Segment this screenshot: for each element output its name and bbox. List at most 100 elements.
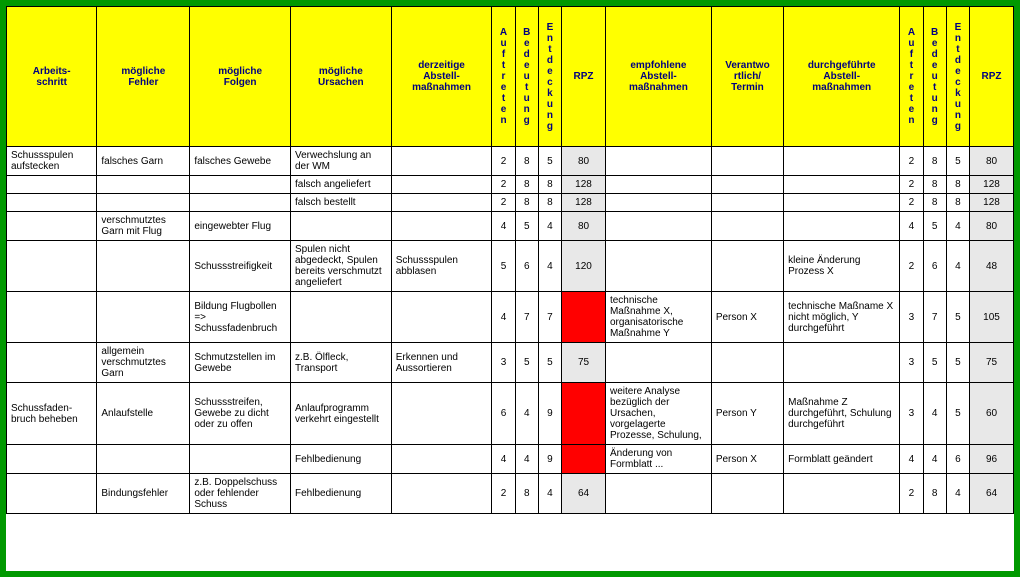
cell-auftreten: 6 [492,383,515,445]
col-empfohlene-massnahmen: empfohleneAbstell-maßnahmen [605,7,711,147]
cell-folgen: falsches Gewebe [190,147,291,176]
cell-bedeutung: 8 [923,474,946,514]
cell-folgen: Bildung Flugbollen => Schussfadenbruch [190,292,291,343]
cell-rpz: 128 [562,194,606,212]
cell-fehler [97,292,190,343]
cell-ursachen: falsch angeliefert [291,176,392,194]
cell-auftreten: 2 [492,194,515,212]
col-moegliche-folgen: möglicheFolgen [190,7,291,147]
cell-rpz: 60 [970,383,1014,445]
cell-folgen: eingewebter Flug [190,212,291,241]
cell-entdeckung: 8 [946,176,969,194]
cell-bedeutung: 8 [515,147,538,176]
cell-folgen: Schussstreifigkeit [190,241,291,292]
cell-ursachen: z.B. Ölfleck, Transport [291,343,392,383]
cell-bedeutung: 4 [515,383,538,445]
cell-rpz: 128 [562,176,606,194]
cell-auftreten: 4 [492,445,515,474]
cell-empfohlene: technische Maßnahme X, organisatorische … [605,292,711,343]
cell-bedeutung: 5 [515,343,538,383]
table-row: SchussstreifigkeitSpulen nicht abgedeckt… [7,241,1014,292]
cell-empfohlene [605,241,711,292]
cell-rpz: 80 [562,147,606,176]
col-entdeckung-1: Entdeckung [538,7,561,147]
cell-rpz: 80 [970,147,1014,176]
table-body: Schussspulen aufsteckenfalsches Garnfals… [7,147,1014,514]
col-moegliche-ursachen: möglicheUrsachen [291,7,392,147]
col-arbeitsschritt: Arbeits-schritt [7,7,97,147]
cell-verantwortlich [711,212,783,241]
cell-verantwortlich: Person X [711,445,783,474]
cell-massnahmen: Erkennen und Aussortieren [391,343,492,383]
col-moegliche-fehler: möglicheFehler [97,7,190,147]
cell-bedeutung: 8 [515,474,538,514]
cell-rpz: 128 [970,194,1014,212]
col-durchgefuehrte-massnahmen: durchgeführteAbstell-maßnahmen [784,7,900,147]
cell-arbeitsschritt [7,176,97,194]
cell-auftreten: 4 [492,292,515,343]
cell-rpz: 144 [562,445,606,474]
table-row: Schussfaden-bruch behebenAnlaufstelleSch… [7,383,1014,445]
cell-massnahmen [391,383,492,445]
cell-folgen: z.B. Doppelschuss oder fehlender Schuss [190,474,291,514]
cell-arbeitsschritt: Schussspulen aufstecken [7,147,97,176]
cell-rpz: 80 [562,212,606,241]
table-row: Bindungsfehlerz.B. Doppelschuss oder feh… [7,474,1014,514]
cell-entdeckung: 8 [538,194,561,212]
cell-bedeutung: 7 [923,292,946,343]
cell-entdeckung: 5 [946,292,969,343]
cell-fehler: verschmutztes Garn mit Flug [97,212,190,241]
cell-ursachen: Fehlbedienung [291,474,392,514]
col-bedeutung-2: Bedeutung [923,7,946,147]
table-row: allgemein verschmutztes GarnSchmutzstell… [7,343,1014,383]
cell-bedeutung: 8 [923,194,946,212]
cell-entdeckung: 4 [946,241,969,292]
cell-rpz: 216 [562,383,606,445]
cell-durchgefuehrte [784,147,900,176]
table-row: Schussspulen aufsteckenfalsches Garnfals… [7,147,1014,176]
cell-verantwortlich: Person Y [711,383,783,445]
cell-durchgefuehrte: technische Maßname X nicht möglich, Y du… [784,292,900,343]
cell-durchgefuehrte: Maßnahme Z durchgeführt, Schulung durchg… [784,383,900,445]
cell-bedeutung: 7 [515,292,538,343]
cell-auftreten: 2 [900,474,923,514]
cell-massnahmen [391,292,492,343]
cell-bedeutung: 4 [923,383,946,445]
col-derzeitige-massnahmen: derzeitigeAbstell-maßnahmen [391,7,492,147]
cell-durchgefuehrte: Formblatt geändert [784,445,900,474]
col-verantwortlich: Verantwortlich/Termin [711,7,783,147]
cell-folgen: Schmutzstellen im Gewebe [190,343,291,383]
cell-verantwortlich [711,147,783,176]
table-row: falsch bestellt288128288128 [7,194,1014,212]
cell-empfohlene: Änderung von Formblatt ... [605,445,711,474]
cell-arbeitsschritt [7,445,97,474]
cell-entdeckung: 8 [946,194,969,212]
cell-ursachen [291,292,392,343]
col-bedeutung-1: Bedeutung [515,7,538,147]
cell-fehler [97,194,190,212]
cell-folgen [190,194,291,212]
cell-bedeutung: 5 [923,212,946,241]
cell-auftreten: 5 [492,241,515,292]
cell-folgen [190,445,291,474]
cell-rpz: 80 [970,212,1014,241]
table-header: Arbeits-schritt möglicheFehler möglicheF… [7,7,1014,147]
cell-entdeckung: 4 [946,474,969,514]
cell-bedeutung: 8 [515,176,538,194]
cell-entdeckung: 4 [946,212,969,241]
cell-massnahmen: Schussspulen abblasen [391,241,492,292]
cell-bedeutung: 6 [923,241,946,292]
cell-bedeutung: 8 [923,176,946,194]
cell-entdeckung: 5 [946,343,969,383]
cell-rpz: 75 [970,343,1014,383]
cell-rpz: 48 [970,241,1014,292]
cell-durchgefuehrte: kleine Änderung Prozess X [784,241,900,292]
table-row: Fehlbedienung449144Änderung von Formblat… [7,445,1014,474]
cell-empfohlene [605,176,711,194]
cell-fehler [97,445,190,474]
cell-arbeitsschritt [7,194,97,212]
cell-entdeckung: 4 [538,241,561,292]
cell-durchgefuehrte [784,194,900,212]
cell-arbeitsschritt [7,212,97,241]
cell-fehler: Anlaufstelle [97,383,190,445]
